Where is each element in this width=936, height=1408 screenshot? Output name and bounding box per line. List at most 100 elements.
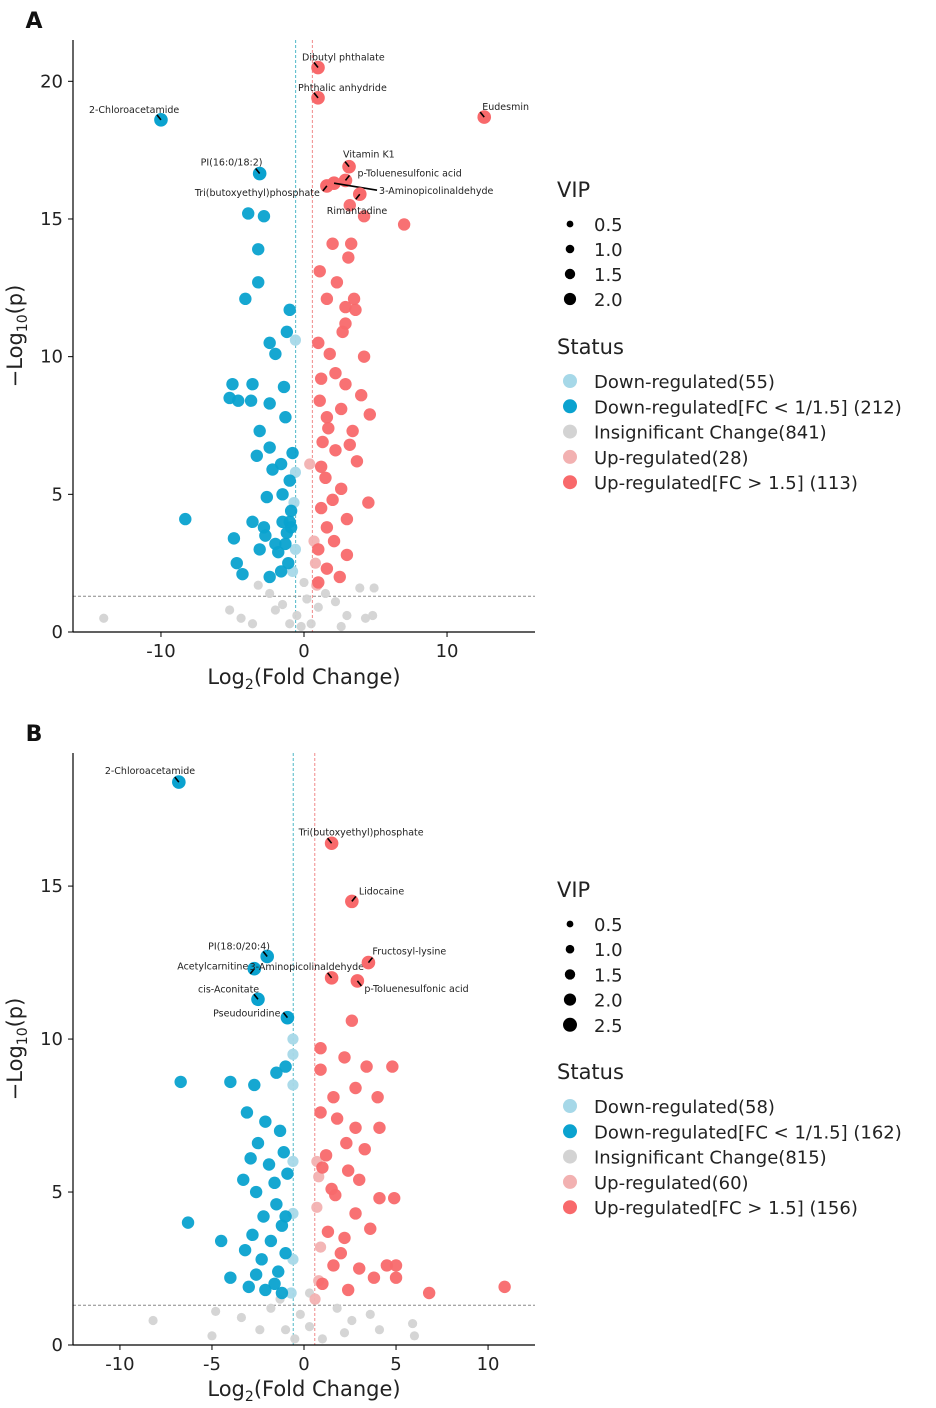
point-insig (369, 583, 379, 593)
point-down-fc (260, 490, 274, 504)
point-down-fc (244, 394, 258, 407)
point-down-fc (270, 1066, 283, 1079)
point-down-fc (268, 1176, 281, 1190)
point-down-fc (250, 449, 263, 462)
point-down-fc (224, 1075, 237, 1089)
point-down-fc (179, 512, 192, 526)
point-annotation: cis-Aconitate (198, 984, 259, 995)
point-down-fc (259, 1283, 272, 1297)
point-up-fc (340, 1136, 353, 1150)
legend-status-label: Insignificant Change(841) (594, 423, 827, 444)
point-down-fc (226, 377, 239, 391)
legend-vip-label: 1.5 (594, 965, 623, 986)
y-tick-label: 0 (52, 1335, 63, 1356)
point-up-fc (362, 496, 375, 509)
point-down-fc (263, 570, 276, 584)
point-up-fc (358, 1142, 371, 1156)
point-down-fc (251, 1136, 265, 1150)
y-tick-label: 15 (40, 876, 63, 897)
point-down-fc (244, 1152, 257, 1165)
point-annotation: Rimantadine (327, 206, 388, 217)
point-insig (280, 1325, 291, 1335)
point-up-fc (312, 336, 325, 350)
point-up-fc (330, 276, 344, 289)
point-up-fc (343, 438, 356, 451)
y-tick-label: 5 (52, 1182, 63, 1203)
point-up (309, 557, 322, 569)
legend-vip-label: 0.5 (594, 915, 623, 936)
point-up-fc (397, 218, 411, 231)
point-up-fc (350, 455, 364, 468)
point-up-fc (326, 237, 339, 250)
point-up-fc (422, 1286, 436, 1300)
point-up-fc (320, 292, 334, 306)
point-up-fc (313, 394, 326, 407)
legend-status-marker (563, 475, 577, 490)
label-leader-line (262, 950, 268, 957)
y-label-text: −Log (3, 332, 27, 387)
legend-status-label: Up-regulated(60) (594, 1173, 749, 1194)
x-label-text: Log (207, 1377, 245, 1401)
point-down-fc (249, 1185, 263, 1199)
point-insig (336, 621, 346, 632)
point-down-fc (242, 1280, 255, 1294)
point-insig (255, 1325, 265, 1335)
point-down-fc (263, 336, 276, 350)
point-up-fc (320, 521, 334, 534)
point-up-fc (329, 366, 342, 380)
legend-status-label: Down-regulated(58) (594, 1097, 775, 1118)
point-up-fc (349, 1121, 362, 1134)
point-insig (253, 580, 263, 590)
point-insig (277, 599, 288, 610)
legend-vip-label: 1.0 (594, 940, 623, 961)
legend-vip-label: 2.0 (594, 290, 623, 311)
point-up-fc (314, 372, 328, 385)
y-label-text: (p) (3, 998, 27, 1028)
point-annotation: 2-Chloroacetamide (89, 105, 179, 116)
legend-status-label: Down-regulated[FC < 1/1.5] (162) (594, 1122, 902, 1143)
label-leader-line (326, 837, 333, 844)
point-up-fc (312, 576, 325, 589)
point-insig (148, 1315, 158, 1326)
point-up-fc (330, 1112, 344, 1125)
point-up-fc (341, 1283, 355, 1297)
point-annotation: Vitamin K1 (343, 150, 395, 161)
point-up-fc (327, 1259, 340, 1272)
point-insig (236, 1312, 247, 1323)
x-axis-label: Log2(Fold Change) (207, 665, 400, 693)
point-down-fc (269, 347, 282, 361)
label-leader-line (322, 185, 328, 192)
point-up-fc (349, 1081, 362, 1095)
point-down-fc (232, 394, 245, 407)
point-up-fc (389, 1259, 403, 1272)
data-points: Dibutyl phthalate Phthalic anhydride Eudes… (89, 53, 529, 632)
point-up-fc (319, 1149, 333, 1162)
label-leader-line (367, 957, 374, 964)
legend-vip-label: 2.0 (594, 991, 623, 1012)
point-annotation: Phthalic anhydride (298, 83, 387, 94)
point-insig (296, 621, 306, 632)
panel-a: A Dibutyl phthalate Phthalic anhydride Eude… (3, 9, 902, 693)
point-up-fc (338, 1231, 351, 1245)
point-up-fc (389, 1271, 403, 1284)
point-insig (265, 588, 275, 599)
point-down-fc (236, 567, 249, 581)
point-up-fc (339, 377, 352, 391)
point-down-fc (279, 537, 292, 551)
point-down-fc (284, 504, 298, 518)
y-label-subscript: 10 (15, 1027, 31, 1045)
point-insig (332, 1303, 342, 1313)
point-annotation: Dibutyl phthalate (302, 53, 385, 64)
panel-label: A (25, 9, 42, 34)
point-down-fc (279, 1210, 292, 1223)
point-up-fc (367, 1271, 381, 1284)
point-annotation: p-Toluenesulfonic acid (364, 984, 468, 995)
legend-vip-label: 1.5 (594, 265, 623, 286)
label-leader-line (249, 968, 255, 975)
y-label-text: −Log (3, 1045, 27, 1100)
point-up-fc (373, 1191, 386, 1205)
legend-vip-label: 1.0 (594, 240, 623, 261)
point-up (304, 458, 316, 470)
